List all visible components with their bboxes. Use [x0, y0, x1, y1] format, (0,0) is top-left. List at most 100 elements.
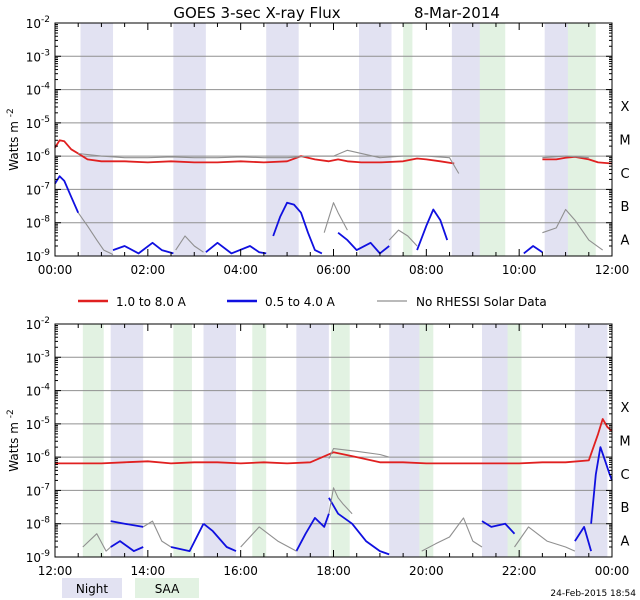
bottom-night-band-0	[110, 324, 144, 557]
bottom-xtick-label-14:00: 14:00	[131, 564, 166, 578]
top-night-band-3	[359, 23, 392, 256]
top-xtick-label-08:00: 08:00	[409, 263, 444, 277]
chart-date: 8-Mar-2014	[414, 4, 500, 22]
bottom-ytick-exp--3: -3	[41, 349, 50, 359]
top-flare-class-X: X	[621, 100, 630, 115]
top-short-segment-1	[112, 241, 174, 255]
top-no_rhessi-segment-1	[78, 149, 460, 174]
legend-short-label: 0.5 to 4.0 A	[265, 295, 336, 309]
bottom-ytick-exp--6: -6	[41, 449, 50, 459]
bottom-ytick-exp--2: -2	[41, 316, 50, 326]
top-xtick-label-00:00: 00:00	[38, 263, 73, 277]
bottom-saa-band-5	[507, 324, 522, 557]
top-ytick-exp--2: -2	[41, 15, 50, 25]
saa-legend-label: SAA	[155, 582, 180, 596]
top-short-segment-4	[337, 231, 390, 255]
top-ytick-label--9: 10-9	[26, 248, 51, 264]
bottom-saa-band-3	[331, 324, 350, 557]
bottom-no_rhessi-segment-0	[82, 533, 112, 552]
top-ytick-base--5: 10	[26, 117, 41, 131]
bottom-xtick-label-12:00: 12:00	[38, 564, 73, 578]
top-no_rhessi-segment-4	[388, 229, 418, 247]
top-ytick-exp--7: -7	[41, 181, 50, 191]
top-flare-class-C: C	[620, 167, 629, 182]
top-ytick-label--4: 10-4	[26, 82, 51, 98]
bottom-xtick-label-18:00: 18:00	[316, 564, 351, 578]
bottom-short-segment-0	[110, 520, 144, 528]
bottom-short-segment-2	[170, 523, 205, 552]
top-ytick-label--7: 10-7	[26, 181, 50, 197]
top-ytick-label--8: 10-8	[26, 215, 51, 231]
top-short-segment-3	[272, 201, 323, 255]
bottom-ylabel-main: Watts m	[7, 418, 21, 471]
legend-long-label: 1.0 to 8.0 A	[116, 295, 187, 309]
bottom-short-segment-8	[590, 446, 613, 524]
bottom-saa-band-0	[82, 324, 104, 557]
top-ytick-exp--3: -3	[41, 48, 50, 58]
top-ytick-base--7: 10	[26, 183, 41, 197]
bottom-ytick-label--4: 10-4	[26, 383, 51, 399]
bottom-short-segment-6	[481, 520, 516, 535]
top-xtick-label-04:00: 04:00	[223, 263, 258, 277]
top-ylabel-main: Watts m	[7, 117, 21, 170]
top-flare-class-A: A	[621, 233, 630, 248]
top-ytick-exp--4: -4	[41, 82, 50, 92]
bottom-short-segment-3	[202, 522, 237, 552]
top-ytick-label--3: 10-3	[26, 48, 50, 64]
bottom-ytick-exp--9: -9	[41, 549, 50, 559]
top-ytick-base--9: 10	[26, 250, 41, 264]
top-night-band-0	[80, 23, 114, 256]
top-xtick-label-02:00: 02:00	[131, 263, 166, 277]
bottom-no_rhessi-segment-2	[240, 526, 297, 552]
bottom-long-segment-0	[55, 418, 613, 465]
bottom-ytick-exp--8: -8	[41, 516, 50, 526]
top-ylabel: Watts m -2	[6, 108, 21, 170]
bottom-ylabel-exp: -2	[6, 409, 16, 418]
bottom-xtick-label-00:00: 00:00	[595, 564, 630, 578]
bottom-xtick-label-16:00: 16:00	[223, 564, 258, 578]
bottom-flare-class-C: C	[620, 468, 629, 483]
bottom-flare-class-A: A	[621, 534, 630, 549]
bottom-no_rhessi-segment-1	[142, 520, 172, 548]
top-ytick-base--3: 10	[26, 50, 41, 64]
top-ytick-label--5: 10-5	[26, 115, 50, 131]
bottom-short-segment-1	[110, 540, 144, 552]
top-xtick-label-10:00: 10:00	[502, 263, 537, 277]
top-ytick-base--6: 10	[26, 150, 41, 164]
night-legend-box	[62, 578, 122, 598]
bottom-short-segment-5	[328, 497, 390, 556]
top-plot-frame	[54, 22, 613, 257]
bottom-ytick-base--3: 10	[26, 351, 41, 365]
top-no_rhessi-segment-0	[77, 212, 114, 256]
top-no_rhessi-segment-6	[542, 155, 589, 159]
bottom-ytick-base--5: 10	[26, 418, 41, 432]
bottom-short-segment-7	[574, 526, 592, 552]
top-ytick-exp--5: -5	[41, 115, 50, 125]
top-short-segment-2	[205, 241, 267, 255]
legend-rhessi-label: No RHESSI Solar Data	[416, 295, 547, 309]
top-ytick-base--8: 10	[26, 217, 41, 231]
bottom-ytick-base--6: 10	[26, 451, 41, 465]
legend: 1.0 to 8.0 A 0.5 to 4.0 A No RHESSI Sola…	[78, 295, 547, 309]
bottom-no_rhessi-segment-6	[514, 526, 576, 552]
bottom-ytick-base--9: 10	[26, 551, 41, 565]
top-night-band-2	[266, 23, 299, 256]
bottom-short-segment-4	[295, 513, 330, 552]
bottom-no_rhessi-segment-3	[328, 487, 353, 515]
top-flare-class-M: M	[619, 134, 630, 149]
top-night-band-1	[173, 23, 206, 256]
bottom-flare-class-X: X	[621, 401, 630, 416]
bottom-ylabel: Watts m -2	[6, 409, 21, 471]
top-ytick-exp--8: -8	[41, 215, 50, 225]
top-saa-band-1	[479, 23, 506, 256]
top-no_rhessi-segment-3	[323, 202, 348, 233]
top-ytick-exp--6: -6	[41, 148, 50, 158]
bottom-night-band-1	[203, 324, 237, 557]
top-ytick-label--6: 10-6	[26, 148, 51, 164]
bottom-ytick-label--9: 10-9	[26, 549, 51, 565]
bottom-ytick-base--4: 10	[26, 385, 41, 399]
bottom-ytick-label--5: 10-5	[26, 416, 50, 432]
bottom-panel: 10-210-310-410-510-610-710-810-912:00 14:…	[6, 316, 631, 578]
bottom-xtick-label-20:00: 20:00	[409, 564, 444, 578]
